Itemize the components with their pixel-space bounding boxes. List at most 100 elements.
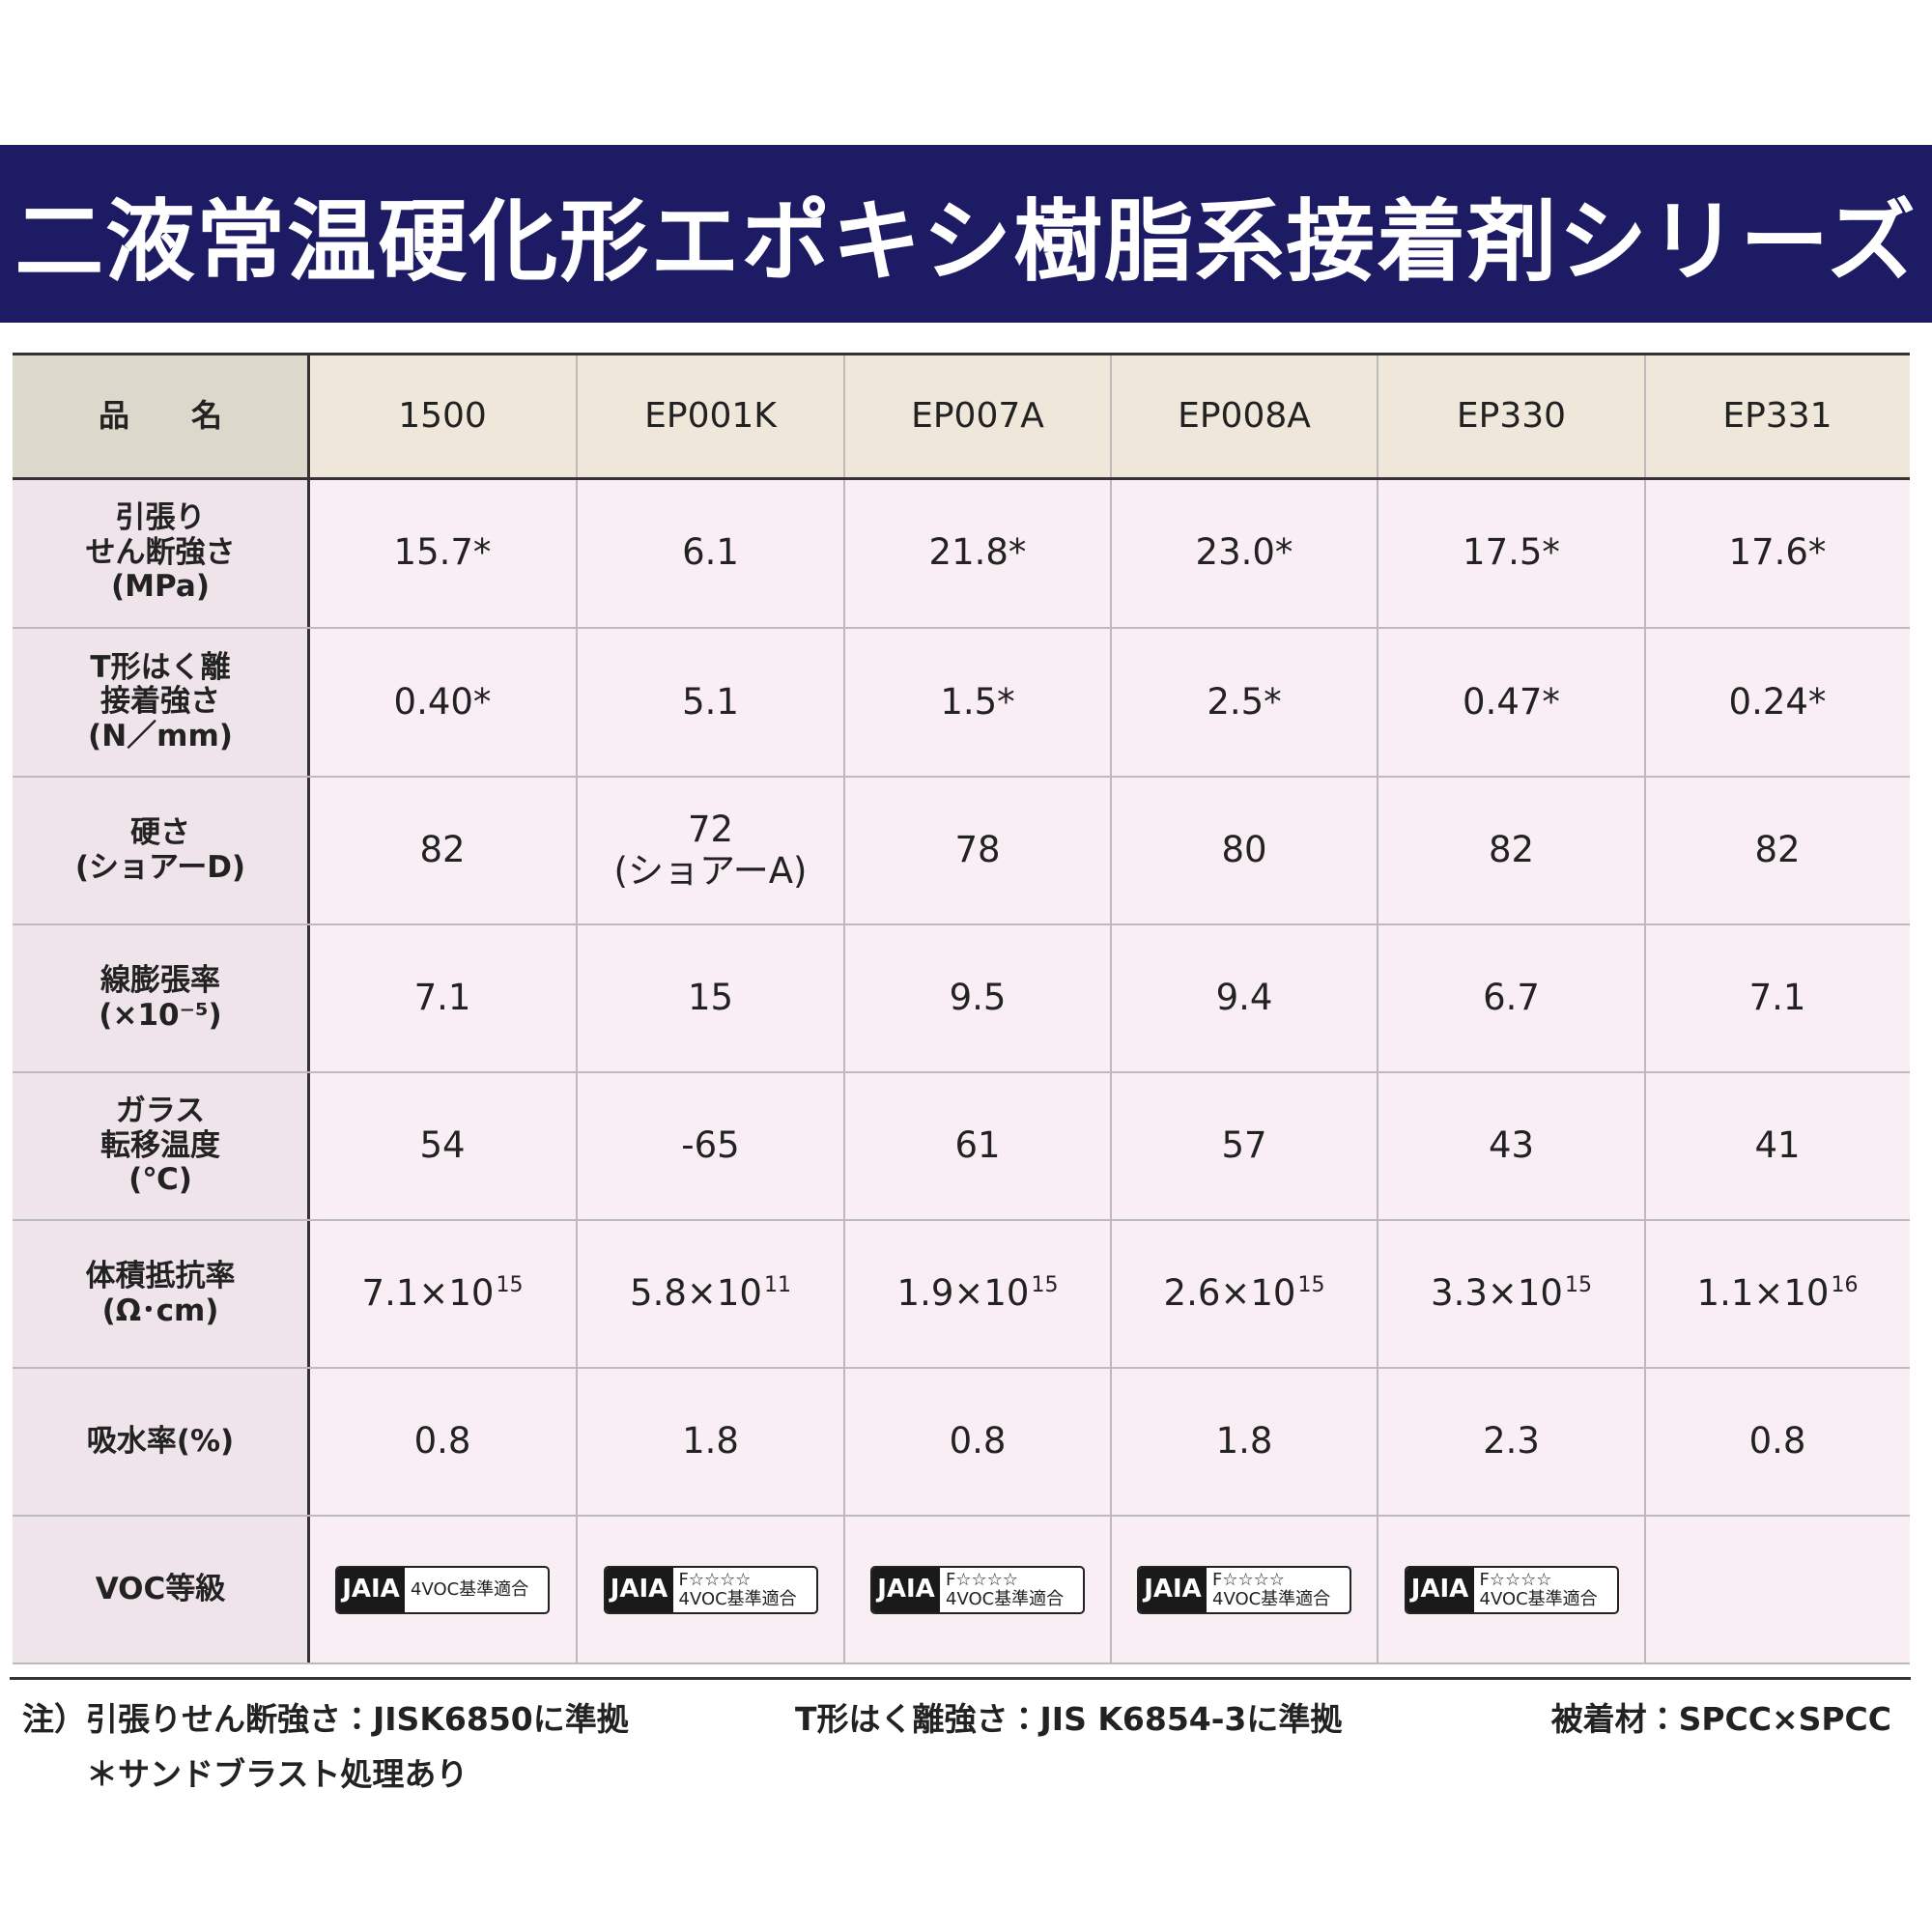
data-cell: 0.8	[308, 1368, 577, 1516]
voc-badge: JAIA F☆☆☆☆ 4VOC基準適合	[1404, 1565, 1619, 1614]
cell-text: 15	[687, 977, 734, 1019]
cell-text: 2.5*	[1207, 680, 1282, 723]
note: 被着材：SPCC×SPCC	[1550, 1700, 1891, 1738]
cell-text: 82	[1754, 829, 1801, 871]
header-cell: EP331	[1645, 354, 1910, 478]
row-label: 線膨張率 (×10⁻⁵)	[13, 924, 308, 1072]
data-cell: -65	[577, 1072, 844, 1220]
badge-mark: JAIA	[872, 1567, 940, 1612]
data-cell: 1.5*	[844, 628, 1111, 777]
cell-text: 体積抵抗率	[85, 1258, 236, 1293]
badge-label: 4VOC基準適合	[678, 1588, 797, 1609]
badge-grade: F☆☆☆☆	[1212, 1569, 1285, 1590]
badge-mark: JAIA	[337, 1567, 405, 1612]
cell-text: 80	[1221, 829, 1267, 871]
badge-grade: F☆☆☆☆	[678, 1569, 752, 1590]
cell-text: 7.1	[1748, 977, 1806, 1019]
cell-text: 17.6*	[1728, 531, 1827, 574]
cell-text: 0.8	[1748, 1420, 1806, 1463]
cell-text: 吸水率(%)	[86, 1423, 235, 1459]
data-cell: 2.3	[1378, 1368, 1645, 1516]
cell-text: T形はく離	[90, 649, 231, 685]
cell-text: (×10⁻⁵)	[99, 997, 222, 1033]
data-cell: 82	[308, 777, 577, 924]
voc-badge: JAIA F☆☆☆☆ 4VOC基準適合	[870, 1565, 1085, 1614]
cell-text: (N／mm)	[88, 718, 233, 753]
cell-text: 9.5	[949, 977, 1007, 1019]
data-cell: 6.1	[577, 478, 844, 628]
col-line	[1110, 354, 1112, 1663]
header-cell: 1500	[308, 354, 577, 478]
badge-label: 4VOC基準適合	[1479, 1588, 1598, 1609]
data-cell: 17.6*	[1645, 478, 1910, 628]
row-line	[13, 1219, 1910, 1221]
header-cell: EP330	[1378, 354, 1645, 478]
row-line	[13, 353, 1910, 355]
cell-text: 54	[419, 1124, 466, 1167]
base: 2.6×10	[1163, 1272, 1296, 1315]
cell-text: -65	[681, 1124, 740, 1167]
cell-text: 41	[1754, 1124, 1801, 1167]
data-cell: 1.8	[1111, 1368, 1378, 1516]
row-label: ガラス 転移温度 (℃)	[13, 1072, 308, 1220]
data-cell: 6.7	[1378, 924, 1645, 1072]
voc-badge: JAIA 4VOC基準適合	[335, 1565, 550, 1614]
cell-text: 転移温度	[100, 1127, 220, 1163]
data-cell: 0.8	[1645, 1368, 1910, 1516]
data-cell: JAIA F☆☆☆☆ 4VOC基準適合	[1111, 1516, 1378, 1663]
cell-text: 5.1	[682, 680, 739, 723]
data-cell: 1.1×1016	[1645, 1220, 1910, 1368]
base: 3.3×10	[1431, 1272, 1563, 1315]
base: 7.1×10	[361, 1272, 495, 1315]
voc-badge: JAIA F☆☆☆☆ 4VOC基準適合	[1137, 1565, 1351, 1614]
cell-text: 57	[1221, 1124, 1267, 1167]
data-cell: 15	[577, 924, 844, 1072]
cell-text: (MPa)	[111, 569, 210, 605]
cell-text: 1.8	[1215, 1420, 1273, 1463]
col-line	[1644, 354, 1646, 1663]
data-cell: 82	[1378, 777, 1645, 924]
row-line	[13, 1367, 1910, 1369]
cell-text: 1.1×1016	[1697, 1272, 1859, 1315]
data-cell: 9.4	[1111, 924, 1378, 1072]
cell-text: 23.0*	[1195, 531, 1293, 574]
badge-text: F☆☆☆☆ 4VOC基準適合	[940, 1568, 1064, 1612]
voc-badge: JAIA F☆☆☆☆ 4VOC基準適合	[603, 1565, 818, 1614]
cell-text: 5.8×1011	[630, 1272, 791, 1315]
cell-text: 2.6×1015	[1163, 1272, 1325, 1315]
cell-text: 0.47*	[1463, 680, 1560, 723]
badge-label: 4VOC基準適合	[946, 1588, 1065, 1609]
row-line	[13, 1515, 1910, 1517]
cell-text: VOC等級	[95, 1571, 226, 1606]
data-cell: 23.0*	[1111, 478, 1378, 628]
data-cell: 41	[1645, 1072, 1910, 1220]
row-label: 硬さ (ショアーD)	[13, 777, 308, 924]
row-line	[13, 776, 1910, 778]
data-cell: 15.7*	[308, 478, 577, 628]
row-line	[13, 627, 1910, 629]
cell-text: 21.8*	[928, 531, 1027, 574]
header-cell: EP008A	[1111, 354, 1378, 478]
exponent: 11	[763, 1273, 791, 1298]
row-label: 体積抵抗率 (Ω･cm)	[13, 1220, 308, 1368]
cell-text: 2.3	[1483, 1420, 1540, 1463]
cell-text: せん断強さ	[85, 534, 236, 570]
cell-text: 0.40*	[393, 680, 492, 723]
data-cell: 61	[844, 1072, 1111, 1220]
data-cell	[1645, 1516, 1910, 1663]
data-cell: JAIA 4VOC基準適合	[308, 1516, 577, 1663]
cell-text: 線膨張率	[100, 962, 220, 998]
cell-text: 43	[1488, 1124, 1535, 1167]
data-cell: 9.5	[844, 924, 1111, 1072]
cell-text: 61	[954, 1124, 1001, 1167]
badge-grade: F☆☆☆☆	[1479, 1569, 1552, 1590]
data-cell: JAIA F☆☆☆☆ 4VOC基準適合	[1378, 1516, 1645, 1663]
cell-text: 7.1×1015	[361, 1272, 524, 1315]
base: 5.8×10	[630, 1272, 762, 1315]
data-cell: 3.3×1015	[1378, 1220, 1645, 1368]
data-cell: 43	[1378, 1072, 1645, 1220]
cell-text: 硬さ	[130, 814, 190, 850]
data-cell: 54	[308, 1072, 577, 1220]
cell-text: 72	[687, 808, 734, 850]
